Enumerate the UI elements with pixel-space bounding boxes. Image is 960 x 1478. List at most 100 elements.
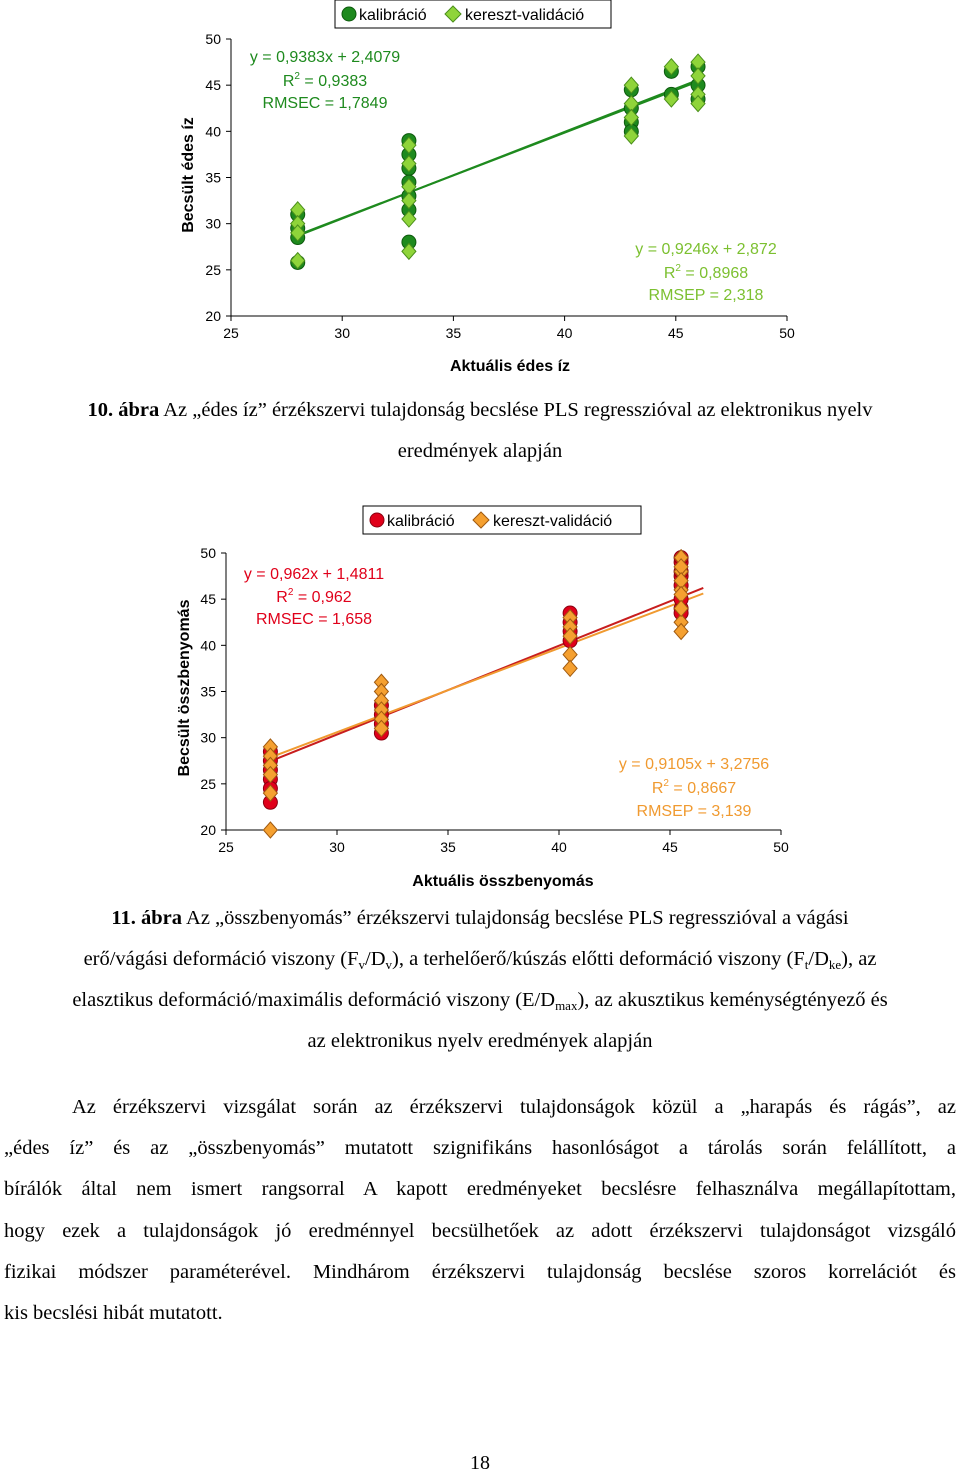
data-points	[262, 548, 689, 839]
validation-equation: y = 0,9246x + 2,872 R2 = 0,8968 RMSEP = …	[635, 241, 777, 304]
validation-point	[262, 821, 279, 839]
legend-calibration-label: kalibráció	[359, 7, 427, 24]
val-rmsep: RMSEP = 2,318	[649, 287, 764, 304]
cal-rmsec: RMSEC = 1,658	[256, 611, 372, 628]
y-tick-label: 50	[200, 545, 216, 561]
validation-point	[690, 67, 706, 85]
legend-validation-label: kereszt-validáció	[465, 7, 584, 24]
validation-point	[401, 210, 417, 228]
validation-point	[401, 191, 417, 210]
caption-text: Az „édes íz” érzékszervi tulajdonság bec…	[159, 399, 873, 421]
legend-calibration-marker	[341, 6, 357, 22]
y-tick-label: 25	[205, 262, 221, 278]
validation-point	[562, 627, 578, 645]
legend-calibration-marker	[369, 512, 385, 528]
validation-point	[673, 622, 689, 641]
validation-regression-line	[270, 592, 704, 759]
validation-point	[262, 765, 279, 784]
y-tick-label: 25	[200, 776, 216, 792]
body-paragraph: Az érzékszervi vizsgálat során az érzéks…	[4, 1087, 956, 1334]
x-tick-label: 50	[779, 325, 795, 341]
sweet-taste-scatter-chart: kalibráció kereszt-validáció Becsült éde…	[180, 0, 795, 375]
validation-point	[290, 251, 306, 270]
y-tick-label: 45	[200, 591, 216, 607]
validation-point	[401, 154, 417, 173]
cal-eq: y = 0,962x + 1,4811	[244, 566, 384, 583]
legend-validation-marker	[472, 511, 490, 529]
y-tick-label: 20	[205, 308, 221, 324]
validation-point	[690, 94, 706, 113]
legend-validation-label: kereszt-validáció	[493, 513, 612, 530]
y-axis-label: Becsült édes íz	[180, 117, 197, 233]
paragraph-line: hogy ezek a tulajdonságok jó eredménnyel…	[4, 1219, 956, 1242]
validation-point	[562, 659, 578, 678]
caption-text-3: elasztikus deformáció/maximális deformác…	[72, 989, 888, 1013]
validation-point	[663, 90, 680, 108]
cal-r2: R2 = 0,9383	[283, 71, 367, 90]
legend: kalibráció kereszt-validáció	[362, 505, 642, 535]
caption-text: Az „összbenyomás” érzékszervi tulajdonsá…	[182, 907, 849, 929]
paragraph-line: bírálók által nem ismert rangsorral A ka…	[4, 1178, 956, 1201]
x-axis-label: Aktuális édes íz	[450, 358, 570, 375]
calibration-equation: y = 0,9383x + 2,4079 R2 = 0,9383 RMSEC =…	[250, 49, 400, 112]
validation-point	[262, 784, 279, 802]
val-eq: y = 0,9246x + 2,872	[635, 241, 777, 258]
regression-lines	[270, 587, 704, 763]
legend-calibration-label: kalibráció	[387, 513, 455, 530]
x-tick-label: 40	[557, 325, 573, 341]
y-tick-label: 40	[200, 637, 216, 653]
y-tick-label: 30	[200, 730, 216, 746]
figure-1: kalibráció kereszt-validáció Becsült éde…	[0, 0, 960, 380]
validation-point	[623, 76, 639, 94]
validation-point	[623, 127, 639, 145]
paragraph-line: „édes íz” és az „összbenyomás” mutatott …	[4, 1137, 956, 1160]
validation-point	[401, 136, 417, 154]
caption-text-2: erő/vágási deformáció viszony (Fv/Dv), a…	[83, 948, 877, 972]
x-tick-label: 35	[440, 839, 456, 855]
x-tick-label: 45	[668, 325, 684, 341]
caption-number: 11. ábra	[111, 907, 183, 929]
validation-point	[290, 224, 306, 242]
validation-equation: y = 0,9105x + 3,2756 R2 = 0,8667 RMSEP =…	[619, 756, 769, 820]
val-eq: y = 0,9105x + 3,2756	[619, 756, 769, 773]
legend: kalibráció kereszt-validáció	[334, 0, 612, 29]
caption-text-2: eredmények alapján	[397, 440, 563, 462]
validation-point	[673, 599, 689, 618]
caption-number: 10. ábra	[87, 399, 160, 421]
y-tick-label: 35	[205, 170, 221, 186]
x-tick-label: 30	[334, 325, 350, 341]
caption-text-4: az elektronikus nyelv eredmények alapján	[307, 1030, 653, 1052]
x-tick-label: 45	[662, 839, 678, 855]
x-tick-label: 25	[223, 325, 239, 341]
y-axis-label: Becsült összbenyomás	[176, 599, 193, 776]
x-tick-label: 25	[218, 839, 234, 855]
val-rmsep: RMSEP = 3,139	[637, 803, 752, 820]
val-r2: R2 = 0,8667	[652, 778, 736, 797]
y-tick-label: 40	[205, 123, 221, 139]
figure-1-caption: 10. ábra Az „édes íz” érzékszervi tulajd…	[0, 390, 960, 472]
legend-validation-marker	[444, 5, 462, 23]
figure-2-caption: 11. ábra Az „összbenyomás” érzékszervi t…	[0, 898, 960, 1062]
cal-r2: R2 = 0,962	[276, 587, 352, 606]
figure-2: kalibráció kereszt-validáció Becsült öss…	[0, 500, 960, 895]
validation-point	[623, 108, 639, 127]
validation-point	[663, 57, 680, 76]
y-tick-label: 50	[205, 31, 221, 47]
y-tick-label: 35	[200, 684, 216, 700]
y-tick-label: 45	[205, 77, 221, 93]
cal-rmsec: RMSEC = 1,7849	[263, 95, 388, 112]
calibration-equation: y = 0,962x + 1,4811 R2 = 0,962 RMSEC = 1…	[244, 566, 384, 628]
validation-point	[373, 719, 390, 738]
x-axis-label: Aktuális összbenyomás	[412, 873, 594, 890]
x-tick-label: 50	[773, 839, 789, 855]
y-tick-label: 20	[200, 822, 216, 838]
x-tick-label: 30	[329, 839, 345, 855]
paragraph-line: Az érzékszervi vizsgálat során az érzéks…	[72, 1096, 956, 1118]
paragraph-line: kis becslési hibát mutatott.	[4, 1302, 223, 1325]
val-r2: R2 = 0,8968	[664, 263, 748, 282]
paragraph-line: fizikai módszer paraméterével. Mindhárom…	[4, 1260, 956, 1283]
cal-eq: y = 0,9383x + 2,4079	[250, 49, 400, 66]
x-tick-label: 40	[551, 839, 567, 855]
